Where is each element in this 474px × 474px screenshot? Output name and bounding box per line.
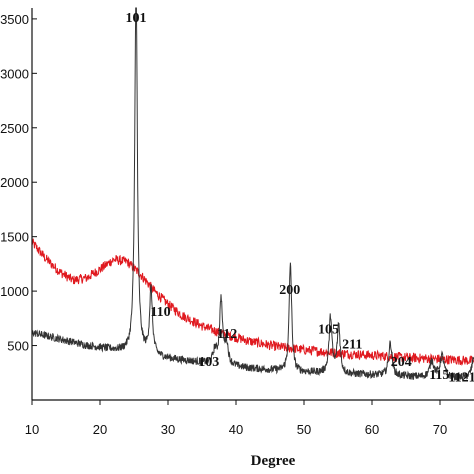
peak-label: 101 bbox=[126, 11, 147, 26]
peak-label: 1121 bbox=[448, 370, 474, 385]
peak-label: 103 bbox=[198, 355, 219, 370]
y-tick-label: 1000 bbox=[0, 284, 29, 299]
peak-label: 115 bbox=[429, 368, 449, 383]
peak-label: 200 bbox=[279, 283, 300, 298]
peak-label: 105 bbox=[318, 322, 339, 337]
x-tick-label: 60 bbox=[365, 422, 379, 437]
y-ticks: 500 1000 1500 2000 2500 3000 3500 bbox=[0, 12, 37, 354]
x-axis-label: Degree bbox=[251, 453, 296, 469]
x-tick-label: 70 bbox=[433, 422, 447, 437]
x-ticks: 10 20 30 40 50 60 70 bbox=[25, 400, 447, 437]
peak-label: 211 bbox=[342, 338, 362, 353]
y-tick-label: 2500 bbox=[0, 121, 29, 136]
peak-label: 110 bbox=[150, 305, 170, 320]
y-tick-label: 500 bbox=[7, 339, 29, 354]
y-tick-label: 2000 bbox=[0, 175, 29, 190]
y-tick-label: 3500 bbox=[0, 12, 29, 27]
x-tick-label: 20 bbox=[93, 422, 107, 437]
series-black-line bbox=[31, 7, 474, 382]
x-tick-label: 30 bbox=[161, 422, 175, 437]
peak-label: 112 bbox=[217, 327, 237, 342]
y-tick-label: 1500 bbox=[0, 230, 29, 245]
y-tick-label: 3000 bbox=[0, 66, 29, 81]
x-tick-label: 10 bbox=[25, 422, 39, 437]
series-red-line bbox=[31, 238, 474, 367]
peak-label: 204 bbox=[391, 355, 412, 370]
x-tick-label: 50 bbox=[297, 422, 311, 437]
x-tick-label: 40 bbox=[229, 422, 243, 437]
